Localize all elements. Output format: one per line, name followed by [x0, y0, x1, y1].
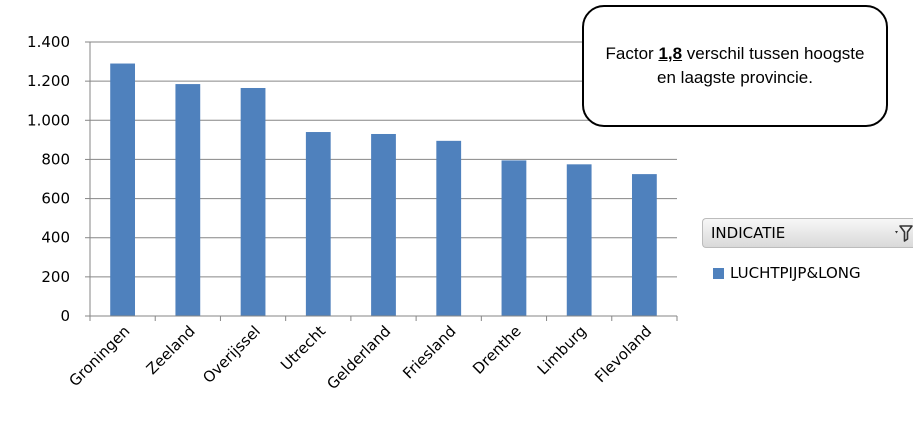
x-tick-label: Limburg: [534, 322, 590, 378]
callout-text-after: verschil tussen hoogste en laagste provi…: [657, 44, 865, 87]
x-tick-label: Zeeland: [143, 322, 199, 378]
y-tick-label: 600: [41, 190, 70, 208]
x-tick-label: Flevoland: [591, 322, 655, 386]
x-tick-label: Drenthe: [469, 322, 525, 378]
legend-swatch: [713, 267, 724, 279]
y-tick-label: 1.000: [27, 111, 70, 129]
y-tick-label: 400: [41, 229, 70, 247]
bars: [110, 63, 657, 317]
bar: [305, 132, 331, 316]
x-tick-label: Utrecht: [277, 322, 329, 374]
bar: [175, 84, 201, 316]
x-tick-label: Gelderland: [323, 322, 394, 393]
legend-item: LUCHTPIJP&LONG: [713, 264, 861, 282]
x-tick-label: Overijssel: [199, 322, 264, 387]
callout-factor: 1,8: [658, 44, 683, 63]
filter-icon[interactable]: [893, 223, 913, 243]
x-tick-label: Friesland: [399, 322, 459, 382]
y-tick-label: 800: [41, 150, 70, 168]
legend-item-label: LUCHTPIJP&LONG: [730, 264, 861, 282]
y-tick-label: 1.200: [27, 72, 70, 90]
bar: [436, 140, 462, 316]
y-tick-label: 1.400: [27, 33, 70, 51]
callout-text: Factor 1,8 verschil tussen hoogste en la…: [602, 42, 868, 90]
bar: [371, 133, 396, 316]
callout-text-before: Factor: [605, 44, 659, 63]
x-tick-label: Groningen: [66, 322, 134, 390]
annotation-callout: Factor 1,8 verschil tussen hoogste en la…: [582, 5, 888, 127]
axes: [85, 41, 678, 321]
y-tick-label: 0: [60, 307, 70, 325]
bar: [566, 164, 592, 316]
legend-filter-header[interactable]: INDICATIE: [702, 218, 913, 248]
bar: [110, 63, 136, 317]
y-tick-labels: 0 200 400 600 800 1.000 1.200 1.400: [27, 33, 70, 325]
x-tick-labels: Groningen Zeeland Overijssel UtrechtGelderl…: [66, 322, 656, 393]
bar: [240, 87, 266, 316]
bar: [631, 174, 657, 316]
bar: [501, 160, 527, 316]
legend-header-label: INDICATIE: [711, 224, 786, 242]
y-tick-label: 200: [41, 268, 70, 286]
